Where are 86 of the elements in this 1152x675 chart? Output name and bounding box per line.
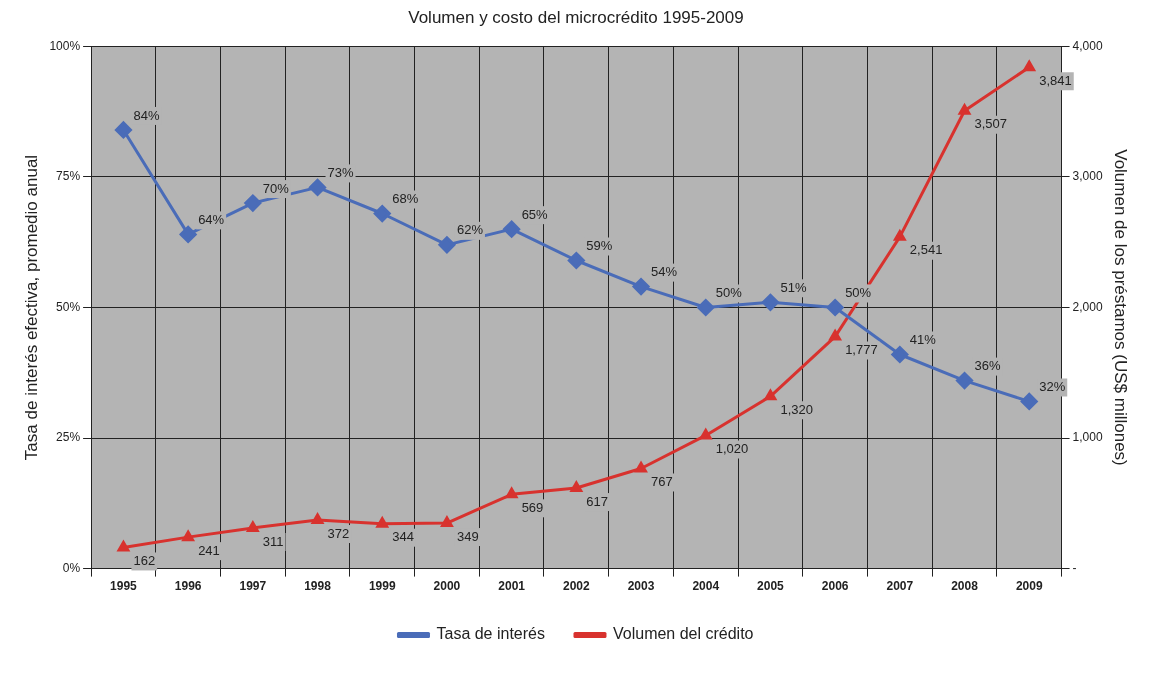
y2-tick-label: 3,000 <box>1072 169 1103 184</box>
data-label: 54% <box>651 264 678 280</box>
data-label: 68% <box>392 191 419 207</box>
point <box>182 530 194 542</box>
point <box>179 225 197 243</box>
point <box>699 428 712 440</box>
point <box>505 487 518 499</box>
data-label: 64% <box>198 211 225 227</box>
x-tick-label: 1997 <box>239 579 267 594</box>
x-tick-label: 2003 <box>627 579 655 594</box>
data-label: 767 <box>651 474 673 490</box>
data-label: 1,777 <box>845 342 878 358</box>
data-label: 3,841 <box>1039 72 1072 88</box>
y-axis-title: Tasa de interés efectiva, promedio anual <box>21 154 41 461</box>
point <box>891 346 909 363</box>
x-tick-label: 1999 <box>368 579 396 594</box>
data-label: 569 <box>521 499 544 515</box>
data-label: 32% <box>1039 379 1066 395</box>
chart-title: Volumen y costo del microcrédito 1995-2009 <box>408 7 744 27</box>
x-tick-label: 2008 <box>951 579 979 594</box>
x-tick-label: 2001 <box>498 579 526 594</box>
point <box>764 389 777 401</box>
point <box>570 481 583 493</box>
x-tick-label: 2002 <box>562 579 590 594</box>
point <box>697 299 715 316</box>
data-label: 349 <box>456 528 479 544</box>
data-label: 344 <box>392 529 414 545</box>
point <box>956 372 974 390</box>
data-label: 59% <box>586 238 613 254</box>
data-label: 41% <box>909 332 937 348</box>
point <box>1020 393 1038 410</box>
y-tick-label: 75% <box>56 169 81 184</box>
legend-label: Volumen del crédito <box>612 625 754 643</box>
data-label: 2,541 <box>909 242 943 258</box>
point <box>632 278 650 296</box>
point <box>117 540 130 552</box>
y2-tick-label: 1,000 <box>1072 430 1103 445</box>
data-label: 241 <box>198 542 220 558</box>
data-label: 70% <box>262 180 290 196</box>
data-label: 84% <box>133 107 160 123</box>
y-tick-label: 25% <box>56 430 81 445</box>
data-label: 1,320 <box>780 401 813 417</box>
x-tick-label: 2009 <box>1015 579 1043 594</box>
point <box>373 205 391 222</box>
y2-tick-label: 2,000 <box>1072 299 1103 314</box>
point <box>244 194 262 212</box>
y2-tick-label: - <box>1072 560 1077 575</box>
point <box>503 220 521 238</box>
x-tick-label: 2004 <box>692 579 720 594</box>
data-label: 62% <box>456 222 484 238</box>
data-label: 50% <box>715 285 743 301</box>
data-label: 1,020 <box>715 441 749 457</box>
data-label: 36% <box>974 358 1001 374</box>
data-label: 73% <box>327 164 354 180</box>
data-label: 3,507 <box>974 116 1008 132</box>
point <box>635 461 647 473</box>
data-label: 50% <box>845 285 872 301</box>
data-label: 65% <box>521 206 549 222</box>
y-tick-label: 50% <box>56 299 81 314</box>
data-label: 617 <box>586 493 609 509</box>
point <box>826 299 844 316</box>
point <box>1023 60 1036 72</box>
x-tick-label: 2006 <box>821 579 849 594</box>
point <box>309 178 327 196</box>
point <box>114 121 132 139</box>
point <box>247 521 259 532</box>
point <box>567 252 585 269</box>
x-tick-label: 1995 <box>110 579 138 594</box>
point <box>311 513 324 525</box>
point <box>441 516 453 528</box>
data-label: 372 <box>327 525 350 541</box>
x-tick-label: 2007 <box>886 579 914 594</box>
y-tick-label: 0% <box>62 560 81 575</box>
point <box>438 236 456 254</box>
x-tick-label: 2005 <box>757 579 785 594</box>
data-label: 311 <box>262 533 284 549</box>
y2-axis-title: Volumen de los préstamos (US$ millones) <box>1111 149 1131 466</box>
x-tick-label: 2000 <box>433 579 461 594</box>
y-tick-label: 100% <box>49 38 81 53</box>
data-label: 162 <box>133 553 156 569</box>
data-label: 51% <box>780 279 807 295</box>
legend-label: Tasa de interés <box>436 625 545 643</box>
y2-tick-label: 4,000 <box>1072 38 1103 53</box>
x-tick-label: 1998 <box>304 579 332 594</box>
x-tick-label: 1996 <box>174 579 202 594</box>
point <box>761 293 779 311</box>
